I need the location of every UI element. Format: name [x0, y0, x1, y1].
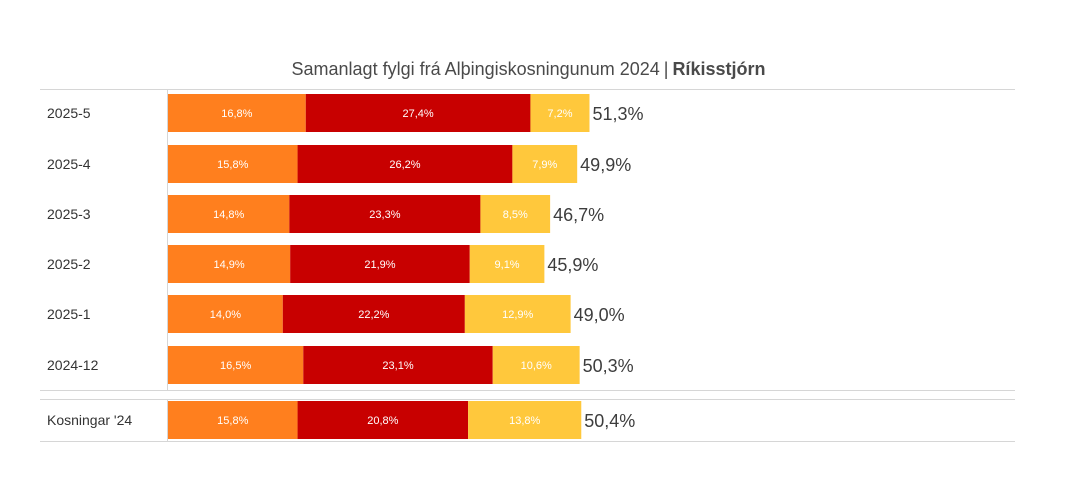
- segment-value-label: 14,8%: [213, 209, 244, 221]
- segment-value-label: 22,2%: [358, 309, 389, 321]
- bar-segment: [464, 295, 571, 333]
- category-label: Kosningar '24: [47, 412, 132, 428]
- title-emphasis: Ríkisstjórn: [672, 59, 766, 79]
- bar-segment: [530, 94, 590, 132]
- title-separator: |: [663, 59, 669, 79]
- bar-segment: [468, 401, 582, 439]
- category-label: 2025-4: [47, 156, 91, 172]
- segment-value-label: 10,6%: [521, 360, 552, 372]
- bar-segment: [290, 245, 470, 283]
- segment-value-label: 23,3%: [369, 209, 400, 221]
- category-label: 2025-2: [47, 256, 91, 272]
- category-label: 2024-12: [47, 357, 99, 373]
- segment-value-label: 20,8%: [367, 415, 398, 427]
- segment-value-label: 27,4%: [402, 108, 433, 120]
- total-value-label: 45,9%: [547, 255, 598, 275]
- segment-value-label: 12,9%: [502, 309, 533, 321]
- total-value-label: 50,3%: [583, 356, 634, 376]
- total-value-label: 51,3%: [592, 104, 643, 124]
- bar-segment: [168, 245, 291, 283]
- total-value-label: 46,7%: [553, 205, 604, 225]
- bar-segment: [168, 94, 306, 132]
- segment-value-label: 21,9%: [364, 259, 395, 271]
- segment-value-label: 15,8%: [217, 415, 248, 427]
- segment-value-label: 7,9%: [532, 159, 557, 171]
- chart-title: Samanlagt fylgi frá Alþingiskosningunum …: [0, 59, 1057, 80]
- bar-segment: [303, 346, 493, 384]
- segment-value-label: 8,5%: [503, 209, 528, 221]
- segment-value-label: 14,9%: [213, 259, 244, 271]
- bar-segment: [512, 145, 578, 183]
- bar-segment: [168, 195, 290, 233]
- title-main: Samanlagt fylgi frá Alþingiskosningunum …: [291, 59, 660, 79]
- bar-segment: [168, 401, 298, 439]
- segment-value-label: 7,2%: [547, 108, 572, 120]
- bar-segment: [297, 145, 513, 183]
- segment-value-label: 26,2%: [389, 159, 420, 171]
- bar-segment: [297, 401, 469, 439]
- segment-value-label: 14,0%: [210, 309, 241, 321]
- bar-segment: [305, 94, 531, 132]
- bar-segment: [289, 195, 481, 233]
- segment-value-label: 13,8%: [509, 415, 540, 427]
- segment-value-label: 16,8%: [221, 108, 252, 120]
- bar-segment: [469, 245, 545, 283]
- bar-segment: [168, 295, 283, 333]
- bar-segment: [480, 195, 551, 233]
- bar-segment: [282, 295, 465, 333]
- total-value-label: 49,0%: [574, 305, 625, 325]
- bar-segment: [168, 145, 298, 183]
- segment-value-label: 23,1%: [382, 360, 413, 372]
- category-label: 2025-3: [47, 206, 91, 222]
- segment-value-label: 9,1%: [495, 259, 520, 271]
- bar-segment: [168, 346, 304, 384]
- total-value-label: 50,4%: [584, 411, 635, 431]
- bar-segment: [492, 346, 580, 384]
- segment-value-label: 15,8%: [217, 159, 248, 171]
- category-label: 2025-5: [47, 105, 91, 121]
- category-label: 2025-1: [47, 306, 91, 322]
- total-value-label: 49,9%: [580, 155, 631, 175]
- segment-value-label: 16,5%: [220, 360, 251, 372]
